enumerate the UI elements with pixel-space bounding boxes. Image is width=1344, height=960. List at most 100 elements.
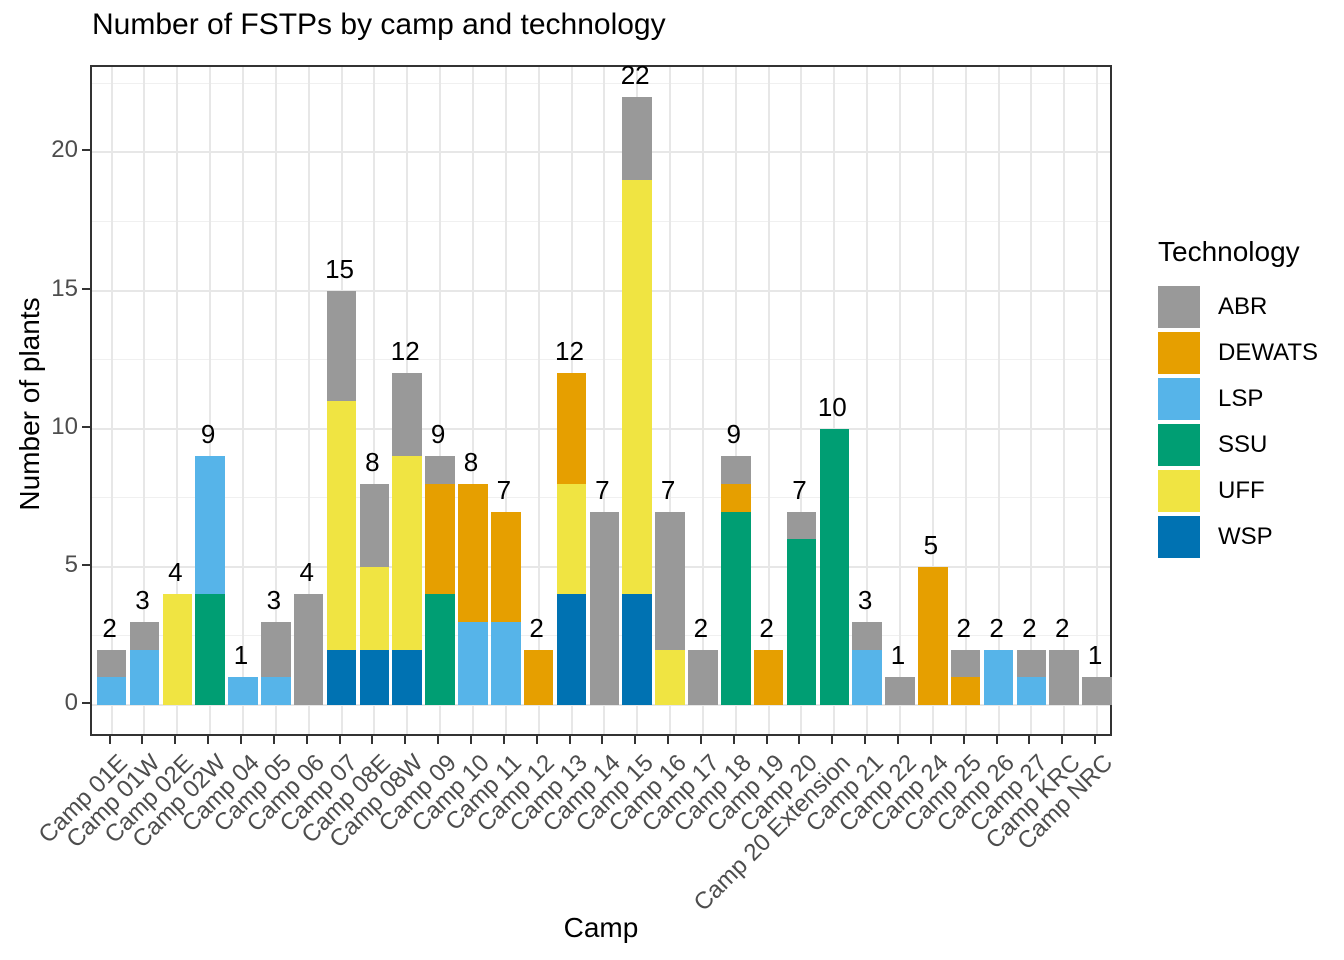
gridline-x-2 xyxy=(143,67,146,734)
bar-segment-camp-01w-abr xyxy=(129,622,160,650)
bar-total-camp-16: 7 xyxy=(660,474,676,505)
bar-segment-camp-18-abr xyxy=(720,456,751,484)
x-tick-mark-15 xyxy=(568,736,571,744)
bar-segment-camp-20-abr xyxy=(786,511,817,540)
bar-total-camp-20: 7 xyxy=(792,474,807,505)
x-tick-mark-28 xyxy=(995,736,998,744)
legend-label-abr: ABR xyxy=(1218,293,1268,320)
x-tick-mark-24 xyxy=(864,736,867,744)
y-tick-mark-10 xyxy=(82,425,90,428)
bar-total-camp-27: 2 xyxy=(1022,612,1037,643)
bar-segment-camp-01e-lsp xyxy=(96,677,127,705)
gridline-minor-y-7.5 xyxy=(92,497,1110,499)
bar-segment-camp-02w-lsp xyxy=(195,456,225,595)
legend-item-uff: UFF xyxy=(1158,470,1318,512)
bar-segment-camp-27-lsp xyxy=(1016,677,1047,705)
bar-segment-camp-08e-uff xyxy=(359,566,390,650)
gridline-x-9 xyxy=(373,67,376,734)
x-tick-mark-20 xyxy=(732,736,735,744)
y-axis-title: Number of plants xyxy=(14,297,45,511)
bar-total-camp-02e: 4 xyxy=(168,557,183,588)
gridline-major-y-0 xyxy=(92,704,1110,706)
bar-segment-camp-18-ssu xyxy=(720,511,751,705)
bar-segment-camp-02e-uff xyxy=(162,594,193,705)
legend-label-dewats: DEWATS xyxy=(1218,339,1318,366)
bar-segment-camp-nrc-abr xyxy=(1082,677,1112,705)
gridline-major-y-10 xyxy=(92,427,1110,430)
bar-segment-camp-15-wsp xyxy=(622,594,652,705)
gridline-minor-y-12.5 xyxy=(92,359,1110,361)
bar-segment-camp-21-lsp xyxy=(852,649,882,705)
bar-total-camp-11: 7 xyxy=(496,474,512,505)
bar-segment-camp-08w-wsp xyxy=(392,649,423,705)
gridline-x-18 xyxy=(669,67,672,734)
x-tick-mark-10 xyxy=(404,736,407,744)
x-tick-mark-1 xyxy=(108,736,111,744)
bar-total-camp-18: 9 xyxy=(726,419,741,450)
bar-total-camp-10: 8 xyxy=(463,446,479,477)
x-tick-mark-4 xyxy=(207,736,210,744)
bar-segment-camp-15-uff xyxy=(622,180,652,595)
bar-segment-camp-27-abr xyxy=(1016,649,1047,678)
bar-segment-camp-19-dewats xyxy=(753,649,784,705)
y-tick-label-15: 15 xyxy=(51,274,78,302)
bar-total-camp-krc: 2 xyxy=(1055,612,1070,643)
bar-segment-camp-05-abr xyxy=(261,622,291,678)
legend-title: Technology xyxy=(1158,236,1300,267)
legend-items: ABR DEWATS LSP SSU UFF WSP xyxy=(1158,286,1318,558)
x-tick-mark-2 xyxy=(141,736,144,744)
gridline-x-30 xyxy=(1063,67,1066,734)
x-tick-mark-23 xyxy=(831,736,834,744)
x-tick-mark-9 xyxy=(371,736,374,744)
gridline-x-6 xyxy=(274,67,277,734)
legend-swatch-uff xyxy=(1158,470,1200,512)
legend-label-wsp: WSP xyxy=(1218,523,1273,550)
bar-total-camp-14: 7 xyxy=(595,474,610,505)
gridline-x-13 xyxy=(504,67,507,734)
bar-total-camp-01e: 2 xyxy=(102,612,117,643)
bar-total-camp-12: 2 xyxy=(529,612,544,643)
gridline-x-11 xyxy=(439,67,442,734)
gridline-x-31 xyxy=(1096,67,1099,734)
x-tick-mark-26 xyxy=(929,736,932,744)
x-tick-mark-31 xyxy=(1094,736,1097,744)
bar-segment-camp-22-abr xyxy=(885,677,915,705)
bar-total-camp-04: 1 xyxy=(233,640,249,671)
bar-segment-camp-09-abr xyxy=(425,456,455,484)
gridline-x-27 xyxy=(964,67,967,734)
bar-segment-camp-krc-abr xyxy=(1049,649,1080,705)
bar-total-camp-08e: 8 xyxy=(365,446,380,477)
bar-segment-camp-09-dewats xyxy=(425,483,455,595)
bar-segment-camp-16-uff xyxy=(655,649,685,705)
x-tick-mark-11 xyxy=(437,736,440,744)
bar-segment-camp-13-wsp xyxy=(556,594,587,705)
plot-panel xyxy=(90,65,1112,736)
y-tick-label-20: 20 xyxy=(51,136,78,164)
bar-segment-camp-06-abr xyxy=(293,594,324,705)
legend-item-lsp: LSP xyxy=(1158,378,1318,420)
bar-segment-camp-16-abr xyxy=(655,511,685,650)
bar-total-camp-09: 9 xyxy=(430,419,446,450)
bar-segment-camp-08w-uff xyxy=(392,456,423,650)
gridline-x-23 xyxy=(833,67,836,734)
bar-segment-camp-26-lsp xyxy=(983,649,1014,705)
x-tick-mark-14 xyxy=(535,736,538,744)
bar-total-camp-21: 3 xyxy=(857,585,873,616)
gridline-x-29 xyxy=(1030,67,1033,734)
x-tick-mark-25 xyxy=(897,736,899,744)
bar-total-camp-05: 3 xyxy=(266,585,282,616)
x-axis-title: Camp xyxy=(563,912,639,943)
bar-segment-camp-13-uff xyxy=(556,483,587,595)
bar-total-camp-26: 2 xyxy=(989,612,1004,643)
bar-segment-camp-11-lsp xyxy=(491,622,521,705)
legend-item-abr: ABR xyxy=(1158,286,1318,328)
y-tick-mark-15 xyxy=(82,287,90,290)
gridline-x-12 xyxy=(471,67,474,734)
legend-item-dewats: DEWATS xyxy=(1158,332,1318,374)
bar-total-camp-02w: 9 xyxy=(200,419,216,450)
bar-segment-camp-09-ssu xyxy=(425,594,455,705)
legend: Technology ABR DEWATS LSP SSU UFF WSP xyxy=(1158,236,1318,562)
gridline-x-28 xyxy=(997,67,1000,734)
gridline-x-26 xyxy=(931,67,934,734)
